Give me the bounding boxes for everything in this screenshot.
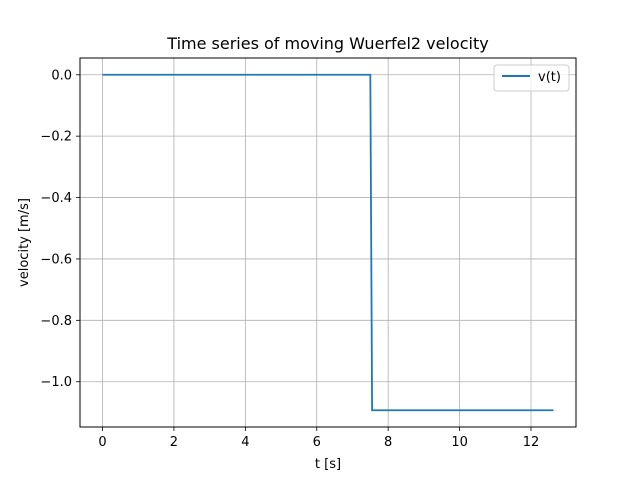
x-tick-label: 2 [170, 435, 178, 450]
x-tick-label: 6 [313, 435, 321, 450]
y-tick-label: −0.8 [40, 314, 72, 329]
y-axis-label: velocity [m/s] [17, 198, 32, 287]
x-tick-label: 8 [384, 435, 392, 450]
legend: v(t) [493, 64, 570, 92]
x-tick-label: 12 [523, 435, 540, 450]
series-line [102, 73, 554, 412]
y-tick-label: −0.4 [40, 191, 72, 206]
chart-title: Time series of moving Wuerfel2 velocity [166, 34, 488, 53]
x-tick-label: 4 [241, 435, 249, 450]
y-tick-label: −1.0 [40, 375, 72, 390]
x-ticks: 0 2 4 6 8 10 12 [98, 427, 539, 450]
x-axis-label: t [s] [315, 457, 341, 472]
x-tick-label: 0 [98, 435, 106, 450]
plot-frame [79, 57, 577, 428]
y-tick-label: −0.6 [40, 252, 72, 267]
legend-box [493, 64, 570, 92]
y-ticks: 0.0 −0.2 −0.4 −0.6 −0.8 −1.0 [40, 68, 80, 390]
y-tick-label: −0.2 [40, 130, 72, 145]
series-layer [102, 73, 554, 412]
legend-label: v(t) [538, 70, 561, 85]
y-tick-label: 0.0 [51, 68, 72, 83]
x-tick-label: 10 [451, 435, 468, 450]
